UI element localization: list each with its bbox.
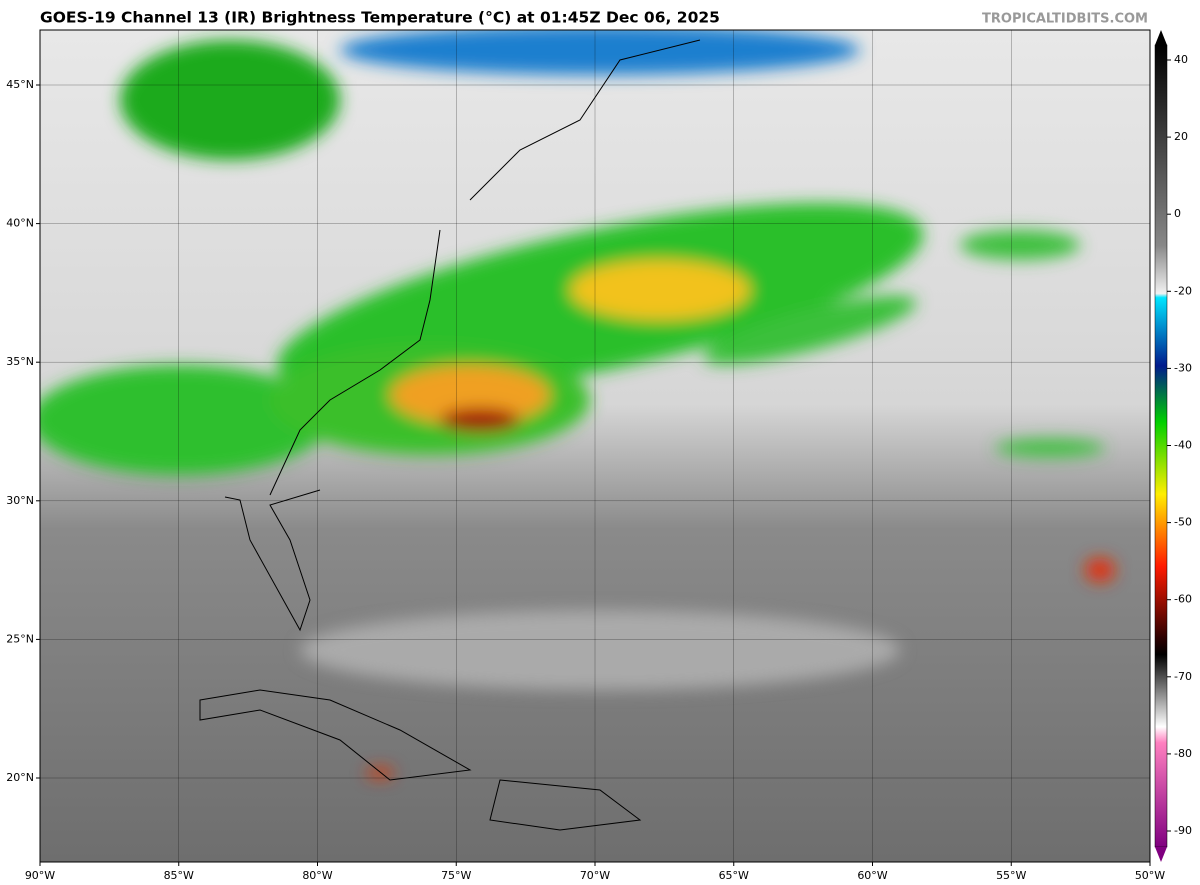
colorbar-top-arrow — [1155, 30, 1167, 45]
title: GOES-19 Channel 13 (IR) Brightness Tempe… — [40, 9, 720, 27]
colorbar-tick-label: -60 — [1174, 593, 1192, 606]
lon-label: 60°W — [857, 869, 887, 882]
colorbar-tick-label: -80 — [1174, 747, 1192, 760]
lon-label: 50°W — [1135, 869, 1165, 882]
lat-label: 40°N — [6, 217, 34, 230]
colorbar-tick-label: -30 — [1174, 361, 1192, 374]
lon-label: 85°W — [164, 869, 194, 882]
credit: TROPICALTIDBITS.COM — [982, 12, 1148, 27]
colorbar-tick-label: -70 — [1174, 670, 1192, 683]
colorbar-tick-label: 40 — [1174, 53, 1188, 66]
lon-label: 65°W — [719, 869, 749, 882]
colorbar-tick-label: -50 — [1174, 516, 1192, 529]
colorbar-tick-label: -90 — [1174, 824, 1192, 837]
lat-label: 20°N — [6, 771, 34, 784]
lat-label: 35°N — [6, 355, 34, 368]
lon-label: 70°W — [580, 869, 610, 882]
colorbar-tick-label: -40 — [1174, 439, 1192, 452]
lon-label: 90°W — [25, 869, 55, 882]
lat-label: 25°N — [6, 632, 34, 645]
colorbar-bottom-arrow — [1155, 847, 1167, 862]
colorbar-tick-label: -20 — [1174, 284, 1192, 297]
lat-label: 45°N — [6, 78, 34, 91]
lat-label: 30°N — [6, 494, 34, 507]
colorbar-tick-label: 20 — [1174, 130, 1188, 143]
satellite-image — [40, 30, 1150, 862]
lon-label: 75°W — [441, 869, 471, 882]
colorbar — [1154, 44, 1168, 848]
colorbar-tick-label: 0 — [1174, 207, 1181, 220]
lon-label: 80°W — [302, 869, 332, 882]
lon-label: 55°W — [996, 869, 1026, 882]
